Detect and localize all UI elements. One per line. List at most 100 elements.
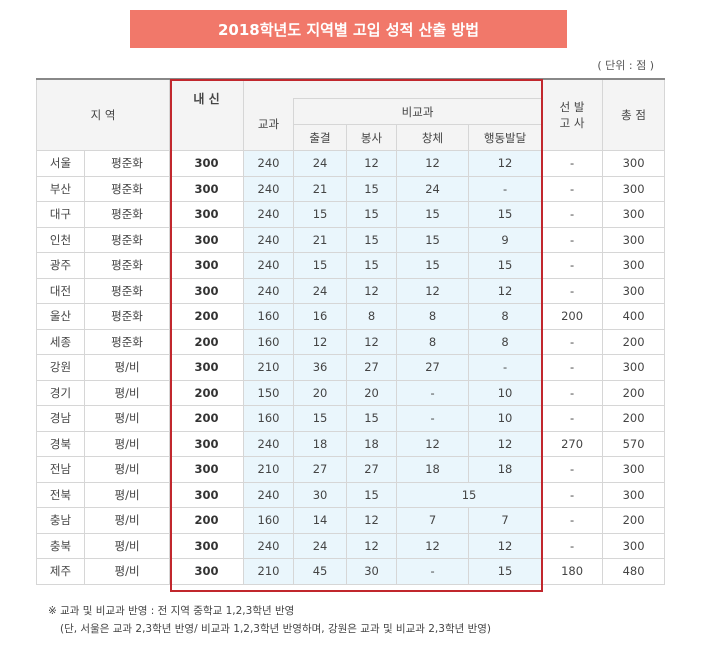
cell-behavior: 10	[468, 379, 543, 406]
cell-gyogwa: 240	[243, 481, 295, 508]
cell-behavior: 18	[468, 456, 543, 483]
cell-service: 15	[346, 252, 398, 279]
table-row: 대구 평준화 300 240 15 15 15 15-300	[36, 201, 666, 228]
cell-gyogwa: 240	[243, 252, 295, 279]
table-row: 경북 평/비 300 240 18 18 12 12 270 570	[36, 430, 666, 457]
cell-type: 평준화	[83, 150, 171, 177]
cell-gyogwa: 240	[243, 150, 295, 177]
cell-region: 충남	[36, 507, 85, 534]
cell-naesin: 200	[169, 507, 245, 534]
table-row: 경남 평/비 200 160 15 15-10-200	[36, 405, 666, 432]
header-naesin: 내 신	[169, 78, 245, 151]
cell-physical: -	[396, 405, 470, 432]
cell-type: 평준화	[83, 328, 171, 355]
cell-naesin: 300	[169, 252, 245, 279]
cell-service: 15	[346, 226, 398, 253]
header-attendance: 출결	[293, 124, 348, 151]
cell-behavior: 8	[468, 303, 543, 330]
header-gyogwa: 교과	[243, 98, 295, 151]
cell-type: 평/비	[83, 558, 171, 585]
cell-total: 400	[602, 303, 666, 330]
cell-attendance: 15	[293, 405, 348, 432]
cell-gyogwa: 240	[243, 430, 295, 457]
header-selection: 선 발 고 사	[541, 78, 604, 151]
cell-gyogwa: 160	[243, 507, 295, 534]
table-row: 충북 평/비 300 240 24 12 12 12-300	[36, 532, 666, 559]
cell-service: 8	[346, 303, 398, 330]
cell-gyogwa: 240	[243, 532, 295, 559]
cell-service: 20	[346, 379, 398, 406]
cell-gyogwa: 240	[243, 201, 295, 228]
cell-type: 평준화	[83, 303, 171, 330]
cell-region: 전남	[36, 456, 85, 483]
cell-behavior: 12	[468, 277, 543, 304]
cell-behavior: 8	[468, 328, 543, 355]
cell-service: 12	[346, 507, 398, 534]
cell-service: 15	[346, 405, 398, 432]
cell-gyogwa: 210	[243, 558, 295, 585]
cell-gyogwa: 240	[243, 277, 295, 304]
cell-selection: -	[541, 201, 604, 228]
cell-selection: -	[541, 150, 604, 177]
cell-total: 480	[602, 558, 666, 585]
cell-service: 15	[346, 481, 398, 508]
cell-attendance: 20	[293, 379, 348, 406]
cell-service: 15	[346, 175, 398, 202]
cell-selection: -	[541, 379, 604, 406]
cell-region: 경기	[36, 379, 85, 406]
cell-selection: 180	[541, 558, 604, 585]
cell-physical: 12	[396, 150, 470, 177]
table-row: 강원 평/비 300 210 36 27 27- -300	[36, 354, 666, 381]
header-bigyogwa: 비교과	[293, 98, 543, 125]
cell-type: 평준화	[83, 252, 171, 279]
cell-selection: -	[541, 252, 604, 279]
cell-service: 15	[346, 201, 398, 228]
cell-total: 200	[602, 507, 666, 534]
header-physical: 창체	[396, 124, 470, 151]
cell-physical: 12	[396, 532, 470, 559]
cell-physical-behavior: 15	[396, 481, 543, 508]
cell-total: 300	[602, 354, 666, 381]
header-spacer	[243, 78, 543, 99]
table-row: 충남 평/비 200 160 14 12 7 7-200	[36, 507, 666, 534]
cell-physical: 24	[396, 175, 470, 202]
cell-naesin: 300	[169, 532, 245, 559]
cell-selection: 270	[541, 430, 604, 457]
table-body: 서울 평준화 300 240 24 12 12 12-300 부산 평준화 300 240 21 15 24…	[36, 150, 666, 585]
cell-gyogwa: 160	[243, 303, 295, 330]
cell-physical: 8	[396, 303, 470, 330]
note-line2: (단, 서울은 교과 2,3학년 반영/ 비교과 1,2,3학년 반영하며, 강…	[60, 623, 492, 635]
cell-naesin: 300	[169, 558, 245, 585]
header-selection-line2: 고 사	[559, 116, 585, 130]
cell-type: 평/비	[83, 481, 171, 508]
cell-gyogwa: 210	[243, 456, 295, 483]
cell-region: 경남	[36, 405, 85, 432]
table-row: 전북 평/비 300 240 30 15 15-300	[36, 481, 666, 508]
cell-selection: -	[541, 405, 604, 432]
header-service: 봉사	[346, 124, 398, 151]
cell-total: 200	[602, 379, 666, 406]
cell-type: 평/비	[83, 354, 171, 381]
cell-service: 12	[346, 150, 398, 177]
cell-physical: 15	[396, 226, 470, 253]
cell-attendance: 15	[293, 201, 348, 228]
cell-region: 강원	[36, 354, 85, 381]
cell-total: 300	[602, 277, 666, 304]
table-row: 울산 평준화 200 160 16 8 8 8 200 400	[36, 303, 666, 330]
cell-gyogwa: 240	[243, 226, 295, 253]
cell-selection: -	[541, 354, 604, 381]
cell-attendance: 18	[293, 430, 348, 457]
cell-region: 울산	[36, 303, 85, 330]
cell-physical: 12	[396, 277, 470, 304]
table-row: 대전 평준화 300 240 24 12 12 12-300	[36, 277, 666, 304]
cell-type: 평/비	[83, 456, 171, 483]
cell-total: 300	[602, 226, 666, 253]
cell-physical: 27	[396, 354, 470, 381]
cell-attendance: 12	[293, 328, 348, 355]
cell-behavior: -	[468, 175, 543, 202]
cell-naesin: 300	[169, 354, 245, 381]
cell-gyogwa: 210	[243, 354, 295, 381]
cell-total: 570	[602, 430, 666, 457]
cell-region: 인천	[36, 226, 85, 253]
cell-service: 12	[346, 277, 398, 304]
